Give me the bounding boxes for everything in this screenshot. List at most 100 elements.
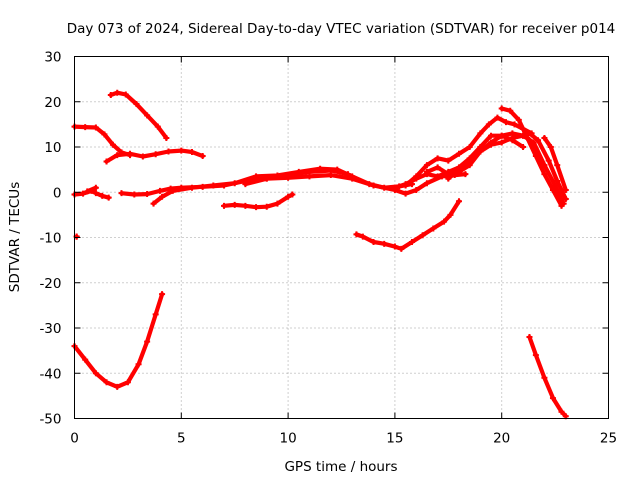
data-point	[253, 204, 260, 211]
data-point	[554, 177, 561, 184]
data-point	[466, 157, 473, 164]
data-point	[349, 175, 356, 182]
y-tick-label: -10	[39, 231, 61, 247]
tick-layer: 0 5 10 15 20 25 -50 -40 -30 -20 -10 0 10 20 30	[39, 50, 617, 447]
data-point	[92, 370, 99, 377]
data-point	[122, 91, 129, 98]
chart-title: Day 073 of 2024, Sidereal Day-to-day VTE…	[67, 21, 616, 37]
data-point	[188, 184, 195, 191]
series-arc-18	[527, 335, 568, 419]
x-tick-label: 15	[386, 431, 403, 447]
data-point	[488, 132, 495, 139]
data-point	[549, 395, 556, 402]
data-point	[526, 334, 533, 341]
data-point	[114, 89, 121, 96]
data-point	[455, 166, 462, 173]
data-point	[285, 193, 292, 200]
data-point	[455, 198, 462, 205]
data-point	[103, 379, 110, 386]
data-point	[535, 137, 542, 144]
data-point	[511, 121, 518, 128]
data-point	[317, 165, 324, 172]
data-point	[541, 134, 548, 141]
x-tick-label: 10	[280, 431, 297, 447]
data-point	[334, 166, 341, 173]
data-point	[210, 182, 217, 189]
y-tick-label: 0	[53, 185, 62, 201]
data-point	[131, 191, 138, 198]
data-point	[477, 130, 484, 137]
data-point	[159, 291, 166, 298]
series-layer	[71, 89, 569, 420]
data-point	[466, 144, 473, 150]
data-point	[99, 192, 106, 199]
data-point	[413, 186, 420, 193]
x-tick-label: 5	[177, 431, 186, 447]
series-arc-17	[72, 292, 165, 389]
data-point	[541, 171, 548, 178]
data-point	[124, 379, 131, 386]
data-point	[82, 124, 89, 131]
y-tick-label: -20	[39, 276, 61, 292]
data-point	[532, 352, 539, 359]
data-point	[163, 134, 170, 141]
data-point	[150, 200, 157, 207]
data-point	[532, 153, 539, 160]
data-point	[402, 182, 409, 189]
data-point	[107, 91, 114, 98]
y-tick-label: 30	[44, 50, 61, 66]
x-tick-label: 0	[70, 431, 79, 447]
data-point	[423, 180, 430, 187]
data-point	[105, 194, 112, 201]
y-tick-label: -40	[39, 366, 61, 382]
data-point	[488, 139, 495, 146]
data-point	[547, 144, 554, 150]
y-axis-label: SDTVAR / TECUs	[7, 182, 23, 292]
data-point	[391, 184, 398, 191]
data-point	[515, 116, 522, 123]
data-point	[549, 186, 556, 193]
data-point	[103, 158, 110, 165]
data-point	[413, 173, 420, 180]
x-axis-label: GPS time / hours	[284, 459, 397, 475]
data-point	[133, 101, 140, 108]
data-point	[139, 153, 146, 160]
data-point	[159, 193, 166, 200]
data-point	[441, 218, 448, 225]
data-point	[82, 356, 89, 363]
data-point	[447, 211, 454, 218]
data-point	[509, 130, 516, 137]
data-point	[391, 243, 398, 250]
data-point	[498, 132, 505, 139]
data-point	[231, 201, 238, 208]
data-point	[285, 174, 292, 181]
data-point	[558, 202, 565, 209]
data-point	[114, 152, 121, 159]
x-tick-label: 25	[600, 431, 617, 447]
data-point	[253, 173, 260, 180]
data-point	[152, 311, 159, 318]
data-point	[114, 383, 121, 390]
data-point	[327, 172, 334, 179]
data-point	[408, 239, 415, 246]
data-point	[156, 187, 163, 194]
data-point	[80, 190, 87, 197]
data-point	[109, 141, 116, 148]
data-point	[118, 190, 125, 197]
data-point	[165, 148, 172, 155]
y-tick-label: 10	[44, 140, 61, 156]
data-point	[152, 151, 159, 158]
data-point	[558, 408, 565, 415]
series-arc-16	[542, 135, 568, 193]
data-point	[477, 148, 484, 155]
y-tick-label: -30	[39, 321, 61, 337]
x-tick-label: 20	[493, 431, 510, 447]
data-point	[430, 225, 437, 232]
data-point	[154, 123, 161, 130]
data-point	[92, 190, 99, 197]
data-point	[263, 203, 270, 210]
data-point	[434, 173, 441, 180]
data-point	[92, 184, 99, 191]
data-point	[507, 107, 514, 114]
data-point	[306, 173, 313, 180]
